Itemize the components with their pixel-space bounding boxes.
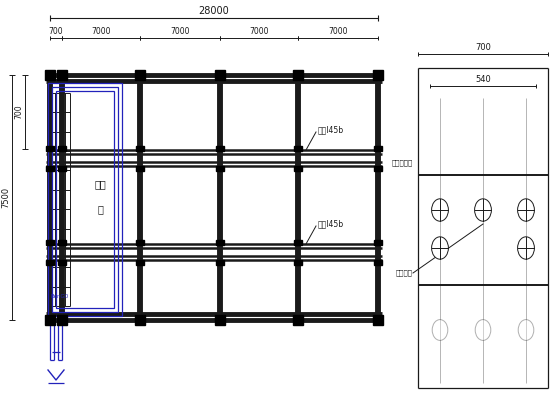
- Text: BenG0: BenG0: [50, 294, 68, 299]
- Bar: [56, 91, 114, 308]
- Bar: [216, 239, 224, 244]
- Bar: [52, 87, 118, 312]
- Bar: [294, 145, 302, 150]
- Text: 540: 540: [475, 75, 491, 84]
- Bar: [46, 239, 54, 244]
- Bar: [293, 315, 303, 325]
- Ellipse shape: [475, 199, 492, 221]
- Bar: [135, 315, 145, 325]
- Text: 7000: 7000: [328, 27, 348, 36]
- Text: 7500: 7500: [1, 187, 10, 208]
- Bar: [136, 239, 144, 244]
- Ellipse shape: [517, 237, 534, 259]
- Ellipse shape: [432, 320, 448, 340]
- Text: 700: 700: [49, 27, 63, 36]
- Text: 普通钢筋: 普通钢筋: [396, 270, 413, 276]
- Bar: [48, 83, 122, 316]
- Bar: [46, 260, 54, 265]
- Bar: [374, 165, 382, 171]
- Bar: [58, 145, 66, 150]
- Text: 700: 700: [14, 105, 23, 119]
- Bar: [294, 165, 302, 171]
- Bar: [373, 315, 383, 325]
- Ellipse shape: [518, 320, 534, 340]
- Bar: [46, 165, 54, 171]
- Bar: [46, 145, 54, 150]
- Bar: [45, 70, 55, 80]
- Ellipse shape: [432, 199, 449, 221]
- Bar: [58, 165, 66, 171]
- Text: 预应力钢筋: 预应力钢筋: [392, 160, 413, 166]
- Bar: [58, 260, 66, 265]
- Text: 竖度: 竖度: [94, 179, 106, 189]
- Bar: [374, 239, 382, 244]
- Bar: [294, 260, 302, 265]
- Text: 7000: 7000: [249, 27, 269, 36]
- Text: 7000: 7000: [170, 27, 190, 36]
- Text: 28000: 28000: [199, 6, 230, 16]
- Bar: [216, 165, 224, 171]
- Bar: [216, 260, 224, 265]
- Bar: [45, 315, 55, 325]
- Text: 井: 井: [97, 205, 103, 215]
- Ellipse shape: [517, 199, 534, 221]
- Bar: [216, 145, 224, 150]
- Text: 700: 700: [475, 43, 491, 52]
- Text: 枕梁I45b: 枕梁I45b: [318, 126, 344, 134]
- Bar: [293, 70, 303, 80]
- Bar: [135, 70, 145, 80]
- Bar: [374, 145, 382, 150]
- Bar: [374, 260, 382, 265]
- Bar: [58, 239, 66, 244]
- Bar: [57, 315, 67, 325]
- Bar: [136, 145, 144, 150]
- Text: 7000: 7000: [91, 27, 111, 36]
- Bar: [215, 70, 225, 80]
- Ellipse shape: [432, 237, 449, 259]
- Text: 枕梁I45b: 枕梁I45b: [318, 220, 344, 228]
- Bar: [373, 70, 383, 80]
- Bar: [57, 70, 67, 80]
- Bar: [294, 239, 302, 244]
- Bar: [136, 260, 144, 265]
- Bar: [136, 165, 144, 171]
- Bar: [215, 315, 225, 325]
- Ellipse shape: [475, 320, 491, 340]
